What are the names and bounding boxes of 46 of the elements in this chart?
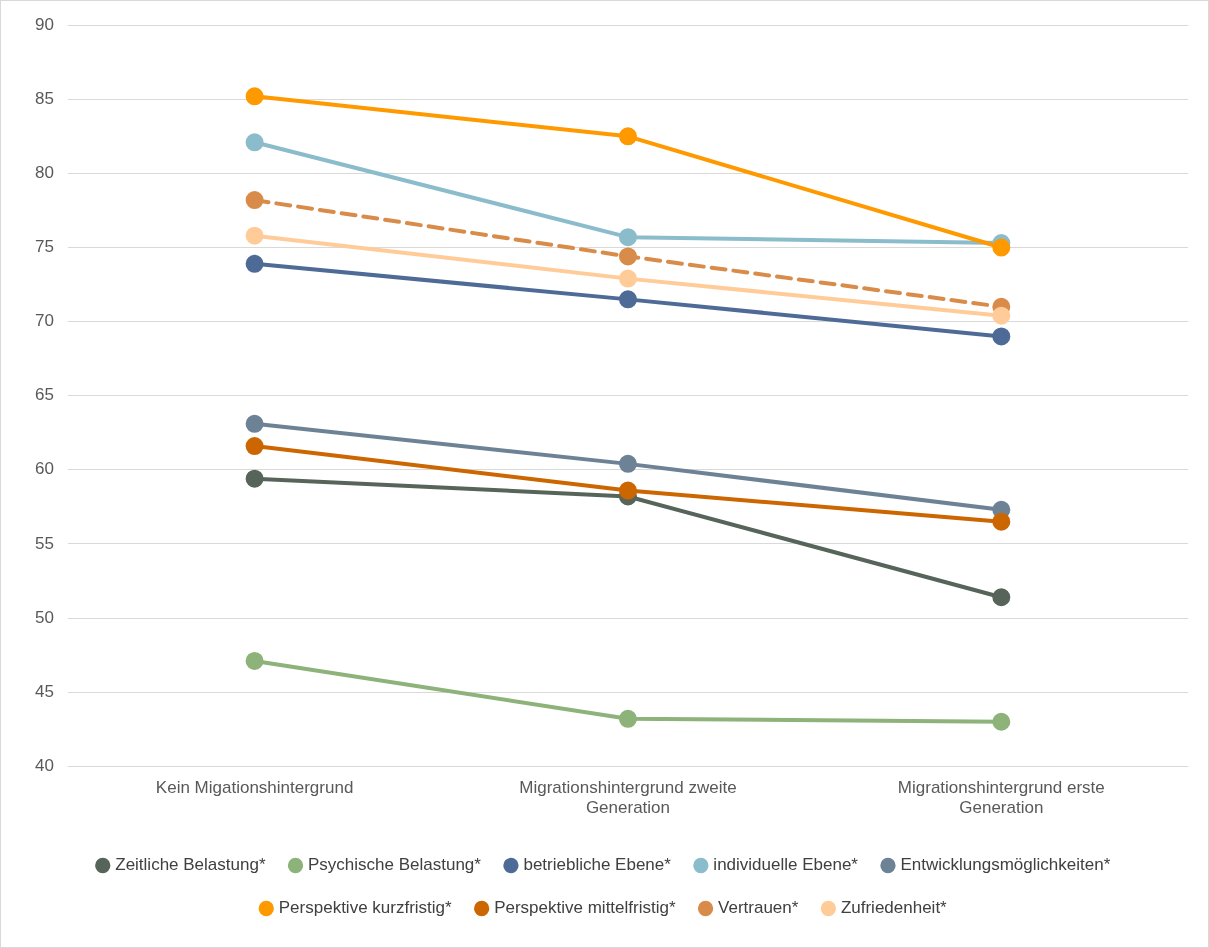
y-tick-label: 60 (34, 459, 54, 479)
point (618, 709, 637, 728)
y-tick-label: 55 (34, 533, 54, 553)
point (618, 454, 637, 473)
y-tick-label: 50 (34, 607, 54, 627)
y-tick-label: 80 (34, 163, 54, 183)
point (618, 228, 637, 247)
point (992, 712, 1011, 731)
point (245, 133, 264, 152)
legend-label: Psychische Belastung* (308, 855, 482, 875)
y-tick-label: 40 (34, 755, 54, 775)
point (618, 247, 637, 266)
legend-label: Perspektive kurzfristig* (278, 898, 453, 918)
point (245, 226, 264, 245)
point (245, 254, 264, 273)
legend-label: Zeitliche Belastung* (115, 855, 266, 875)
y-tick-label: 90 (34, 14, 54, 34)
legend-label: Vertrauen* (718, 898, 799, 918)
point (245, 469, 264, 488)
y-tick-label: 75 (34, 237, 54, 257)
point (245, 437, 264, 456)
y-tick-label: 70 (34, 311, 54, 331)
y-tick-label: 65 (34, 385, 54, 405)
x-tick-label: Migrationshintergrund erste Generation (897, 778, 1105, 818)
legend-label: betriebliche Ebene* (523, 855, 672, 875)
point (245, 191, 264, 210)
point (245, 651, 264, 670)
legend-label: Perspektive mittelfristig* (494, 898, 676, 918)
point (992, 238, 1011, 257)
point (992, 512, 1011, 531)
point (245, 87, 264, 106)
point (618, 481, 637, 500)
point (618, 127, 637, 146)
point (618, 290, 637, 309)
y-tick-label: 85 (34, 88, 54, 108)
point (245, 414, 264, 433)
point (618, 269, 637, 288)
x-tick-label: Migrationshintergrund zweite Generation (519, 778, 737, 818)
x-tick-label: Kein Migationshintergrund (155, 778, 354, 798)
y-tick-label: 45 (34, 681, 54, 701)
legend-label: Zufriedenheit* (840, 898, 948, 918)
point (992, 327, 1011, 346)
legend-label: Entwicklungsmöglichkeiten* (900, 855, 1111, 875)
point (992, 306, 1011, 325)
point (992, 588, 1011, 607)
legend-label: individuelle Ebene* (713, 855, 859, 875)
